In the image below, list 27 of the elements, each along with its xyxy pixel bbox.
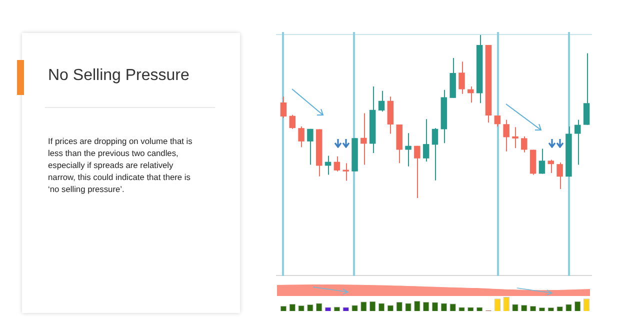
candlestick [307,128,314,166]
candlestick [494,115,501,127]
candlestick [556,162,563,190]
candlestick [405,132,412,167]
candlestick [574,119,581,166]
candlestick [387,96,394,134]
candlestick [512,126,518,149]
candlestick [458,61,465,94]
candlestick [360,112,367,166]
candlestick [298,126,304,148]
text: If prices are dropping on volume that is less than the previous two candles, especially if spreads are relatively narrow, this could indicate that there is ‘no selling pressure’. [48,135,194,195]
candlestick [548,159,554,174]
text: No Selling Pressure [48,67,190,85]
candlestick [280,96,287,119]
candlestick [538,148,546,174]
candlestick [378,90,385,112]
candlestick [289,114,296,130]
candlestick [342,162,349,182]
candlestick [432,128,438,181]
candlestick [422,118,430,162]
candlestick [468,86,474,103]
candlestick [334,156,340,172]
candlestick [530,149,536,176]
candlestick [583,52,590,126]
candlestick [503,119,510,152]
candlestick [521,136,528,153]
candlestick [414,145,420,198]
